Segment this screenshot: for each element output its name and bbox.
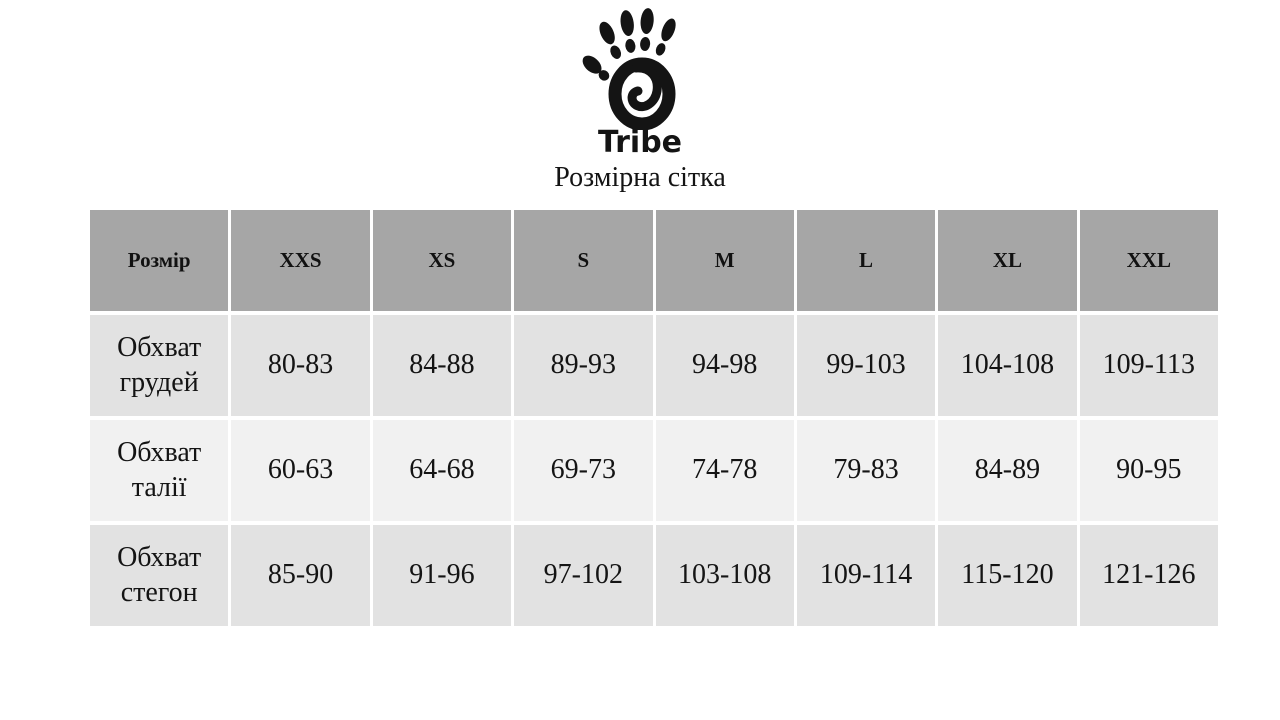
row-label-waist: Обхват талії bbox=[90, 419, 229, 521]
waist-xl: 84-89 bbox=[938, 419, 1077, 521]
chest-xxs: 80-83 bbox=[231, 314, 370, 416]
row-label-chest: Обхват грудей bbox=[90, 314, 229, 416]
header-cell-xl: XL bbox=[938, 209, 1077, 311]
brand-name: Tribe bbox=[597, 125, 683, 160]
header-cell-s: S bbox=[514, 209, 653, 311]
header-cell-xxl: XXL bbox=[1079, 209, 1218, 311]
header-cell-xs: XS bbox=[372, 209, 512, 311]
hips-s: 97-102 bbox=[514, 524, 653, 626]
header-cell-m: M bbox=[655, 209, 794, 311]
hips-xl: 115-120 bbox=[938, 524, 1077, 626]
chest-xl: 104-108 bbox=[938, 314, 1077, 416]
waist-s: 69-73 bbox=[514, 419, 653, 521]
waist-m: 74-78 bbox=[655, 419, 794, 521]
waist-xxl: 90-95 bbox=[1079, 419, 1218, 521]
waist-l: 79-83 bbox=[796, 419, 936, 521]
page-title: Розмірна сітка bbox=[554, 162, 726, 193]
hips-m: 103-108 bbox=[655, 524, 794, 626]
brand-logo: Tribe bbox=[0, 0, 1280, 158]
header-cell-l: L bbox=[796, 209, 936, 311]
hips-xxs: 85-90 bbox=[231, 524, 370, 626]
header-cell-size-label: Розмір bbox=[90, 209, 229, 311]
chest-xs: 84-88 bbox=[372, 314, 512, 416]
chest-m: 94-98 bbox=[655, 314, 794, 416]
row-label-hips: Обхват стегон bbox=[90, 524, 229, 626]
handprint-logo-icon bbox=[582, 8, 676, 130]
waist-xs: 64-68 bbox=[372, 419, 512, 521]
chest-xxl: 109-113 bbox=[1079, 314, 1218, 416]
hips-xs: 91-96 bbox=[372, 524, 512, 626]
chest-l: 99-103 bbox=[796, 314, 936, 416]
size-table: Розмір XXS XS S M L XL XXL Обхват грудей… bbox=[90, 209, 1218, 626]
waist-xxs: 60-63 bbox=[231, 419, 370, 521]
chest-s: 89-93 bbox=[514, 314, 653, 416]
hips-l: 109-114 bbox=[796, 524, 936, 626]
header-cell-xxs: XXS bbox=[231, 209, 370, 311]
hips-xxl: 121-126 bbox=[1079, 524, 1218, 626]
